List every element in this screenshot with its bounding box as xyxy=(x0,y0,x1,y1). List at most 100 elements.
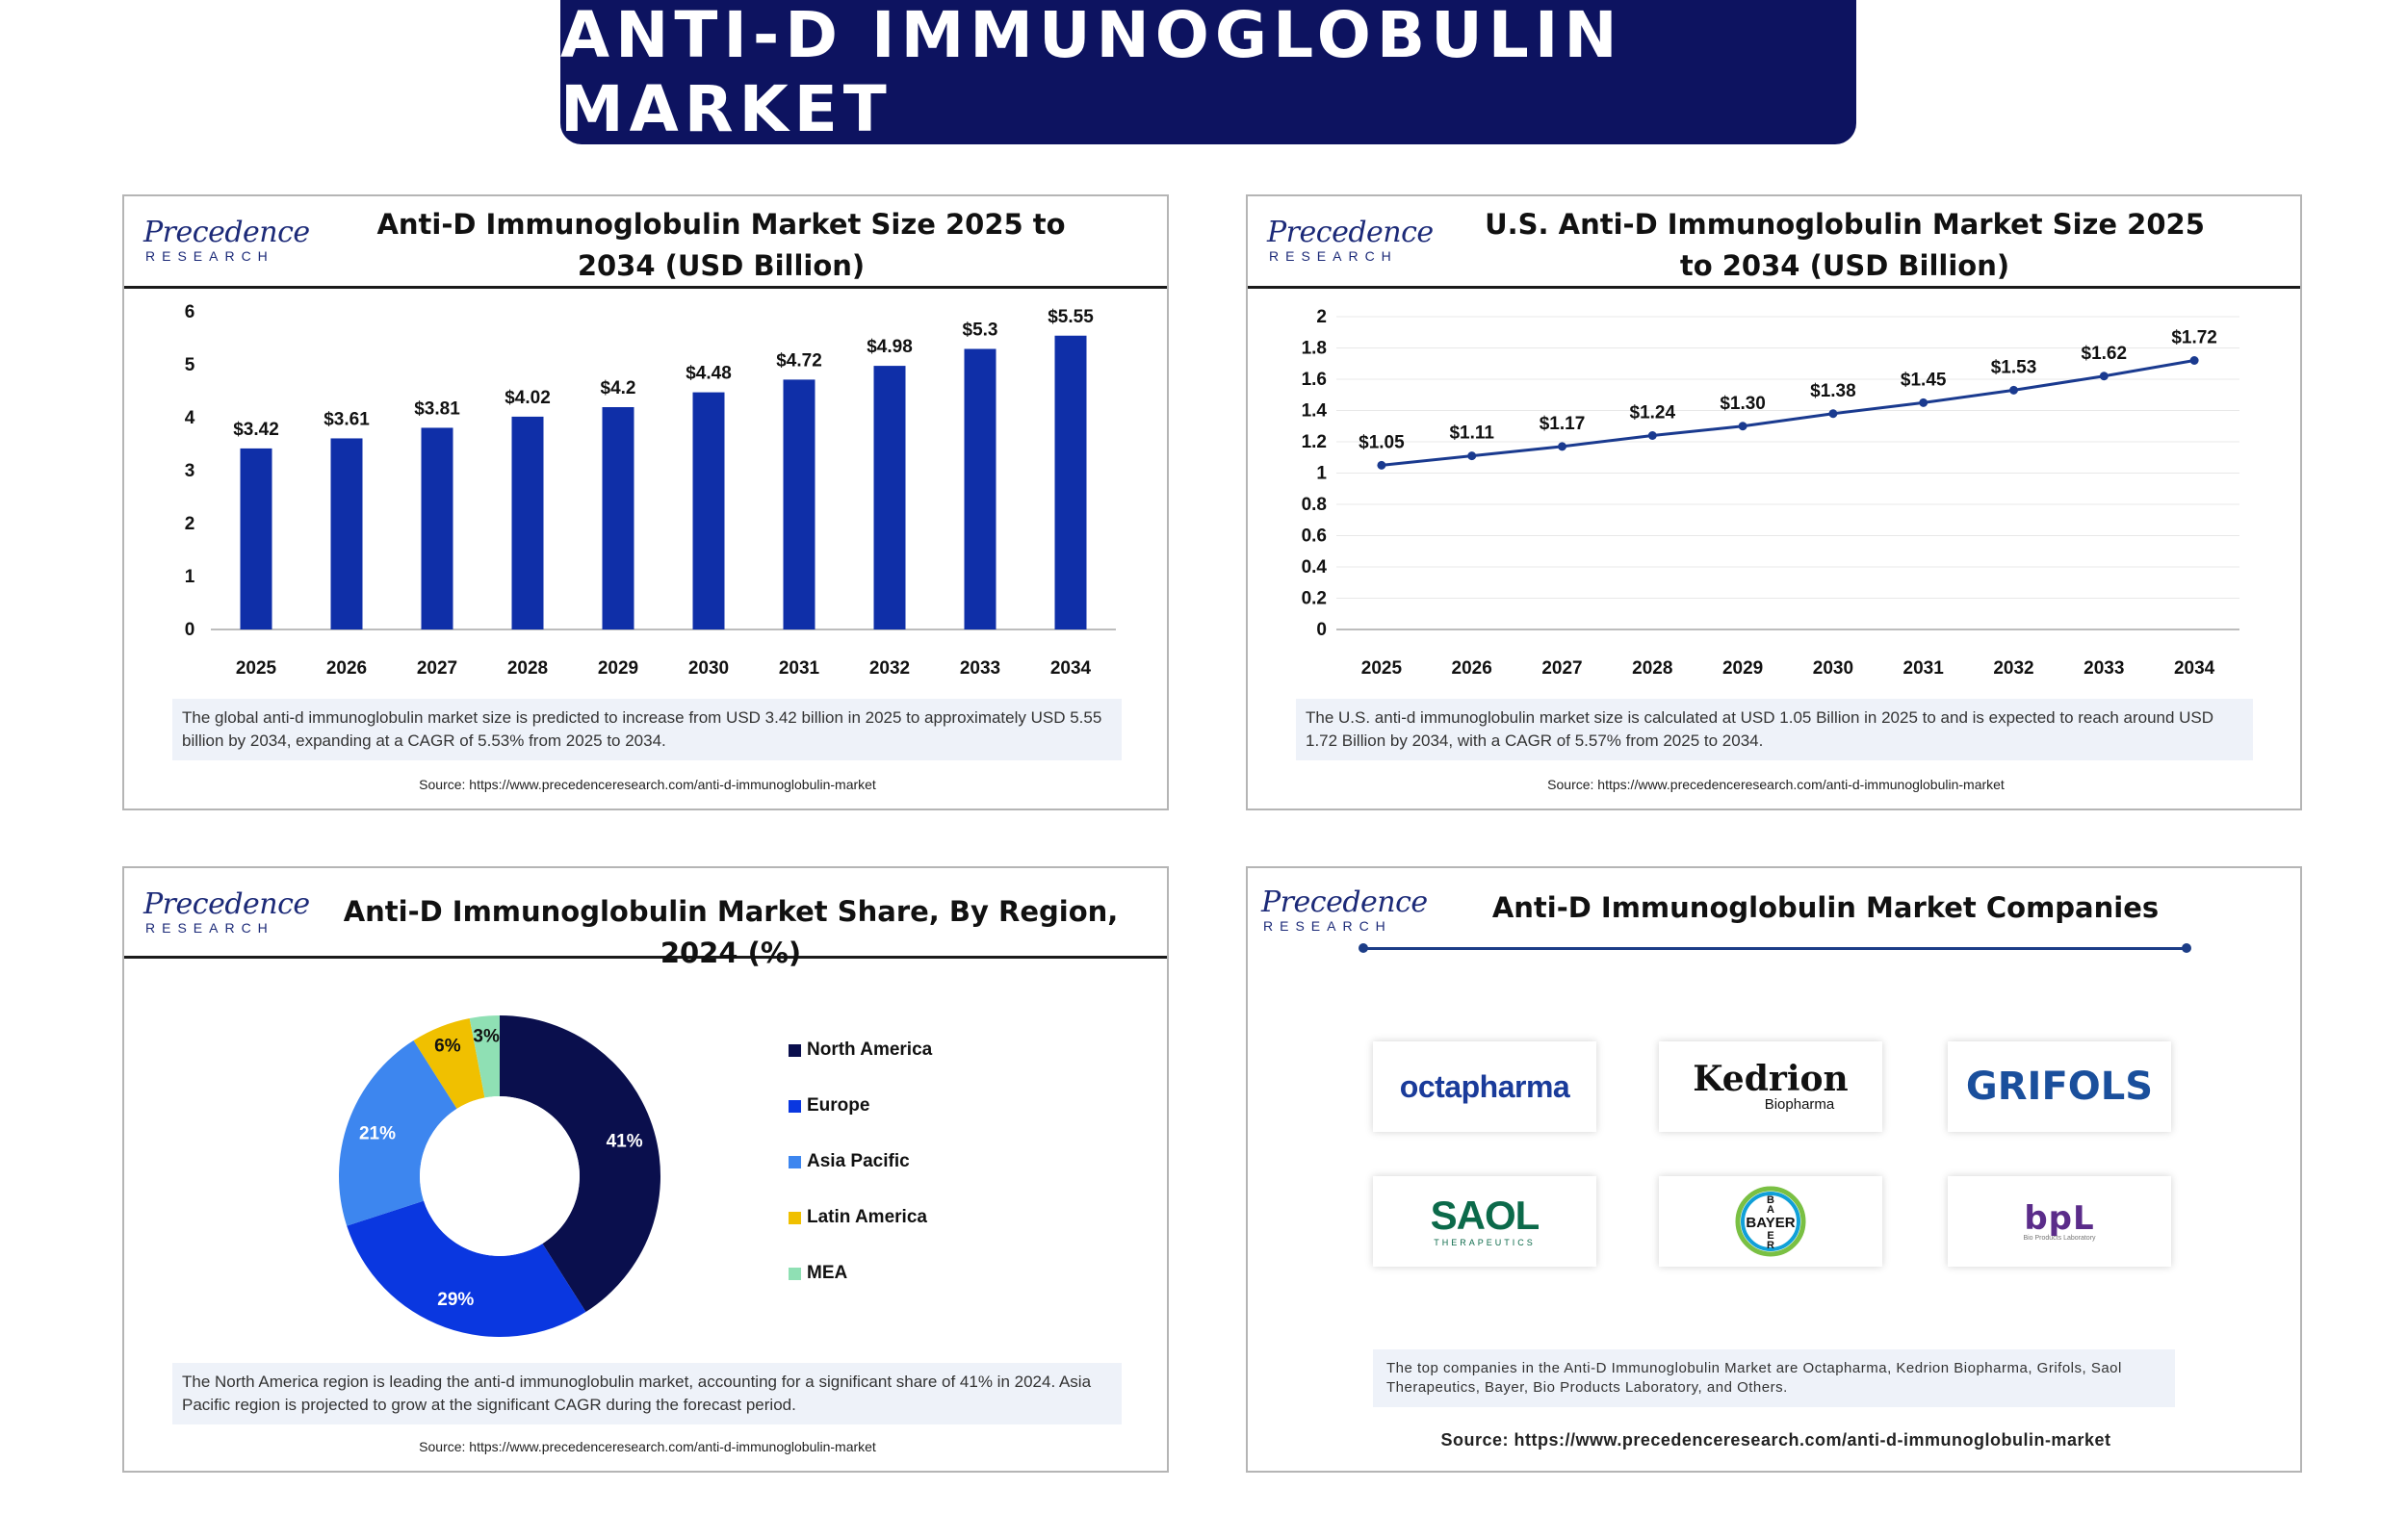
saol-sub: THERAPEUTICS xyxy=(1434,1238,1536,1247)
grifols-logo-icon: GRIFOLS xyxy=(1966,1065,2153,1109)
data-point xyxy=(2009,385,2018,395)
bpl-text: bpL xyxy=(2024,1198,2095,1238)
data-point xyxy=(2099,372,2109,381)
kedrion-sub: Biopharma xyxy=(1764,1095,1835,1113)
saol-text: SAOL xyxy=(1430,1193,1540,1238)
x-tick-label: 2025 xyxy=(1361,658,1403,679)
global-bar-chart: 0 1 2 3 4 5 6 $3.42 2025 $3.61 2026 $3.81 2027 $4.02 2… xyxy=(185,302,1116,679)
donut-hole xyxy=(420,1096,580,1256)
bar xyxy=(692,392,725,629)
donut-slice xyxy=(347,1200,586,1337)
slice-value-label: 29% xyxy=(437,1290,474,1310)
company-card-saol: SAOL THERAPEUTICS xyxy=(1373,1176,1596,1267)
y-tick-label: 5 xyxy=(185,355,195,375)
x-tick-label: 2031 xyxy=(1903,658,1945,679)
company-card-bayer: BAYER B A E R xyxy=(1659,1176,1882,1267)
logo-sub: RESEARCH xyxy=(145,248,274,264)
us-note: The U.S. anti-d immunoglobulin market si… xyxy=(1296,699,2253,760)
company-card-bpl: bpL Bio Products Laboratory xyxy=(1948,1176,2171,1267)
main-title-banner: ANTI-D IMMUNOGLOBULIN MARKET xyxy=(560,0,1856,146)
bar xyxy=(602,407,634,629)
bpl-logo-icon: bpL Bio Products Laboratory xyxy=(2023,1202,2095,1242)
us-line-chart: 0 0.2 0.4 0.6 0.8 1 1.2 1.4 1.6 1.8 2 $1.05 2025 $1.1… xyxy=(1302,307,2239,679)
logo-sub: RESEARCH xyxy=(145,920,274,936)
legend-item: Asia Pacific xyxy=(789,1134,932,1190)
y-tick-label: 0 xyxy=(185,620,195,640)
x-tick-label: 2032 xyxy=(869,658,910,679)
logo-word: Precedence xyxy=(143,216,310,249)
bar-value-label: $3.81 xyxy=(414,398,460,419)
bar-value-label: $5.3 xyxy=(963,321,998,341)
us-market-panel: Precedence RESEARCH U.S. Anti-D Immunogl… xyxy=(1246,194,2302,810)
legend-label: MEA xyxy=(807,1263,848,1283)
data-point xyxy=(1377,460,1386,470)
logo-word: Precedence xyxy=(1267,216,1434,249)
main-title: ANTI-D IMMUNOGLOBULIN MARKET xyxy=(560,0,1623,146)
octapharma-text: octapharma xyxy=(1399,1068,1570,1104)
precedence-research-logo: Precedence RESEARCH xyxy=(143,887,310,943)
y-tick-label: 1 xyxy=(1316,464,1327,484)
global-chart-title: Anti-D Immunoglobulin Market Size 2025 t… xyxy=(376,208,1066,282)
slice-value-label: 6% xyxy=(434,1036,461,1056)
bar xyxy=(421,427,453,629)
y-tick-label: 2 xyxy=(1316,307,1327,327)
point-value-label: $1.38 xyxy=(1810,381,1856,401)
x-tick-label: 2034 xyxy=(1050,658,1092,679)
region-source: Source: https://www.precedenceresearch.c… xyxy=(419,1439,876,1454)
point-value-label: $1.53 xyxy=(1991,357,2037,377)
logo-word: Precedence xyxy=(143,887,310,921)
data-point xyxy=(1647,431,1657,440)
point-value-label: $1.30 xyxy=(1720,394,1766,414)
y-tick-label: 1 xyxy=(185,567,195,587)
legend-label: Asia Pacific xyxy=(807,1151,910,1171)
x-tick-label: 2032 xyxy=(1993,658,2033,679)
octapharma-logo-icon: octapharma xyxy=(1399,1068,1570,1105)
bar xyxy=(1054,335,1087,629)
x-tick-label: 2033 xyxy=(960,658,1000,679)
panel-header: Precedence RESEARCH Anti-D Immunoglobuli… xyxy=(124,868,1167,969)
y-tick-label: 2 xyxy=(185,514,195,534)
legend-item: Europe xyxy=(789,1078,932,1134)
x-tick-label: 2034 xyxy=(2174,658,2215,679)
precedence-research-logo: Precedence RESEARCH xyxy=(1261,887,1428,941)
x-tick-label: 2030 xyxy=(688,658,729,679)
y-tick-label: 0 xyxy=(1316,620,1327,640)
y-tick-label: 1.4 xyxy=(1302,401,1328,422)
region-chart-title: Anti-D Immunoglobulin Market Share, By R… xyxy=(343,895,1119,969)
us-source: Source: https://www.precedenceresearch.c… xyxy=(1547,777,2005,792)
kedrion-logo-icon: Kedrion Biopharma xyxy=(1693,1062,1848,1113)
region-note: The North America region is leading the … xyxy=(172,1363,1122,1424)
slice-value-label: 41% xyxy=(607,1131,643,1151)
legend-swatch xyxy=(789,1155,801,1168)
bar-value-label: $4.48 xyxy=(686,364,732,384)
data-point xyxy=(1467,451,1477,461)
region-donut-chart: 41% 29% 21% 6% 3% xyxy=(339,1015,661,1337)
svg-text:R: R xyxy=(1767,1240,1774,1251)
x-tick-label: 2026 xyxy=(326,658,367,679)
data-point xyxy=(2189,356,2199,365)
legend-item: Latin America xyxy=(789,1190,932,1245)
bar xyxy=(330,438,363,629)
point-value-label: $1.72 xyxy=(2171,328,2217,348)
x-tick-label: 2028 xyxy=(507,658,548,679)
svg-text:B: B xyxy=(1767,1194,1774,1206)
companies-source: Source: https://www.precedenceresearch.c… xyxy=(1440,1430,2111,1450)
legend-label: Europe xyxy=(807,1095,870,1116)
company-card-grifols: GRIFOLS xyxy=(1948,1041,2171,1132)
bar xyxy=(783,379,815,629)
bar-value-label: $4.72 xyxy=(776,350,822,371)
company-card-kedrion: Kedrion Biopharma xyxy=(1659,1041,1882,1132)
data-point xyxy=(1738,422,1747,431)
svg-text:E: E xyxy=(1767,1230,1773,1242)
legend-swatch xyxy=(789,1099,801,1113)
bpl-sub: Bio Products Laboratory xyxy=(2023,1234,2096,1242)
global-note: The global anti-d immunoglobulin market … xyxy=(172,699,1122,760)
donut-slice xyxy=(413,1017,485,1109)
data-point xyxy=(1558,442,1566,451)
panel-header: Precedence RESEARCH U.S. Anti-D Immunogl… xyxy=(1248,196,2300,289)
region-legend: North America Europe Asia Pacific Latin Ame… xyxy=(789,1022,932,1301)
y-tick-label: 6 xyxy=(185,302,195,322)
point-value-label: $1.24 xyxy=(1630,403,1676,424)
x-tick-label: 2027 xyxy=(417,658,457,679)
saol-logo-icon: SAOL THERAPEUTICS xyxy=(1430,1193,1540,1248)
